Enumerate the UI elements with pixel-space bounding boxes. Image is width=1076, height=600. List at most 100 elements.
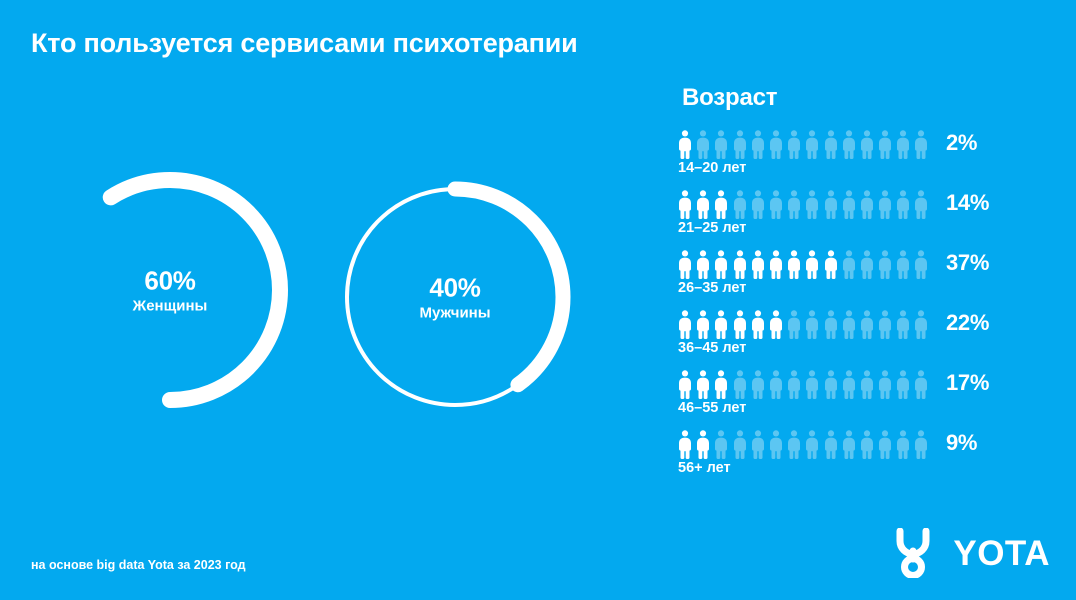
- person-icon-muted: [697, 130, 710, 159]
- age-pictogram: [678, 429, 928, 459]
- age-percent-value: 37%: [946, 250, 990, 275]
- person-icon-filled: [715, 310, 728, 339]
- person-icon-filled: [769, 310, 782, 339]
- person-icon-filled: [679, 130, 691, 159]
- person-icon-muted: [733, 430, 746, 459]
- person-icon-muted: [788, 190, 801, 219]
- age-range-label: 21–25 лет: [678, 220, 747, 236]
- donut-women-label: Женщины: [132, 296, 208, 314]
- donut-chart-women: 60% Женщины: [45, 165, 295, 415]
- person-icon-muted: [879, 310, 892, 339]
- person-icon-muted: [879, 190, 892, 219]
- person-icon-muted: [897, 370, 910, 399]
- person-icon-muted: [751, 130, 764, 159]
- person-icon-muted: [806, 430, 819, 459]
- person-icon-muted: [806, 190, 819, 219]
- age-percent-value: 9%: [946, 430, 978, 455]
- person-icon-muted: [824, 130, 837, 159]
- age-pictogram: [678, 189, 928, 219]
- person-icon-muted: [915, 310, 928, 339]
- age-range-label: 36–45 лет: [678, 340, 747, 356]
- person-icon-muted: [897, 430, 910, 459]
- person-icon-filled: [697, 310, 710, 339]
- person-icon-muted: [915, 190, 928, 219]
- donut-women-percent: 60%: [144, 265, 196, 296]
- person-icon-muted: [842, 250, 855, 279]
- person-icon-muted: [860, 250, 873, 279]
- person-icon-muted: [769, 370, 782, 399]
- person-icon-muted: [842, 430, 855, 459]
- person-icon-muted: [733, 370, 746, 399]
- person-icon-filled: [679, 370, 691, 399]
- person-icon-muted: [824, 430, 837, 459]
- person-icon-muted: [915, 130, 928, 159]
- age-section-heading: Возраст: [682, 84, 778, 111]
- person-icon-muted: [915, 370, 928, 399]
- donut-chart-women-graphic: [52, 172, 288, 408]
- age-distribution-panel: Возраст 14–20 лет 2% 21–25 лет 14% 26–35 лет…: [678, 84, 1058, 489]
- person-icon-muted: [860, 370, 873, 399]
- person-icon-filled: [733, 250, 746, 279]
- person-icon-filled: [824, 250, 837, 279]
- yota-wordmark: YOTA: [953, 533, 1050, 573]
- age-row: 21–25 лет 14%: [678, 189, 1058, 249]
- person-icon-muted: [842, 370, 855, 399]
- person-icon-muted: [715, 130, 728, 159]
- person-icon-filled: [679, 310, 691, 339]
- person-icon-muted: [879, 430, 892, 459]
- person-icon-muted: [769, 190, 782, 219]
- person-icon-filled: [697, 190, 710, 219]
- yota-logo-mark-icon: [896, 528, 930, 578]
- person-icon-filled: [679, 430, 691, 459]
- age-pictogram: [678, 129, 928, 159]
- age-percent-value: 17%: [946, 370, 990, 395]
- person-icon-filled: [715, 190, 728, 219]
- person-icon-filled: [733, 310, 746, 339]
- person-icon-filled: [788, 250, 801, 279]
- person-icon-muted: [879, 130, 892, 159]
- donut-men-percent: 40%: [429, 272, 481, 303]
- gender-donut-chart-group: 60% Женщины 40% Мужчины: [0, 150, 660, 450]
- person-icon-muted: [788, 130, 801, 159]
- yota-brand-logo: YOTA: [896, 528, 1050, 578]
- person-icon-muted: [733, 130, 746, 159]
- person-icon-muted: [769, 430, 782, 459]
- age-row: 56+ лет 9%: [678, 429, 1058, 489]
- donut-chart-women-center-label: 60% Женщины: [45, 265, 295, 314]
- person-icon-filled: [751, 310, 764, 339]
- person-icon-filled: [769, 250, 782, 279]
- person-icon-muted: [751, 430, 764, 459]
- person-icon-filled: [751, 250, 764, 279]
- person-icon-muted: [824, 310, 837, 339]
- person-icon-muted: [915, 430, 928, 459]
- person-icon-muted: [897, 250, 910, 279]
- donut-chart-men: 40% Мужчины: [330, 172, 580, 422]
- person-icon-filled: [715, 250, 728, 279]
- person-icon-muted: [879, 250, 892, 279]
- age-range-label: 26–35 лет: [678, 280, 747, 296]
- person-icon-muted: [806, 310, 819, 339]
- age-row: 26–35 лет 37%: [678, 249, 1058, 309]
- age-row: 46–55 лет 17%: [678, 369, 1058, 429]
- donut-chart-men-graphic: [339, 181, 571, 413]
- person-icon-muted: [751, 190, 764, 219]
- age-range-label: 56+ лет: [678, 460, 731, 476]
- age-rows-container: 14–20 лет 2% 21–25 лет 14% 26–35 лет 37% 36–45…: [678, 129, 1058, 489]
- person-icon-muted: [879, 370, 892, 399]
- person-icon-filled: [697, 370, 710, 399]
- person-icon-muted: [897, 130, 910, 159]
- person-icon-muted: [897, 310, 910, 339]
- person-icon-muted: [715, 430, 728, 459]
- person-icon-muted: [842, 190, 855, 219]
- person-icon-muted: [788, 430, 801, 459]
- person-icon-filled: [679, 190, 691, 219]
- age-pictogram: [678, 369, 928, 399]
- person-icon-filled: [697, 430, 710, 459]
- age-percent-value: 14%: [946, 190, 990, 215]
- person-icon-filled: [806, 250, 819, 279]
- donut-chart-men-center-label: 40% Мужчины: [330, 272, 580, 321]
- person-icon-muted: [860, 310, 873, 339]
- donut-men-label: Мужчины: [419, 303, 491, 321]
- age-percent-value: 2%: [946, 130, 978, 155]
- data-source-footnote: на основе big data Yota за 2023 год: [31, 558, 246, 572]
